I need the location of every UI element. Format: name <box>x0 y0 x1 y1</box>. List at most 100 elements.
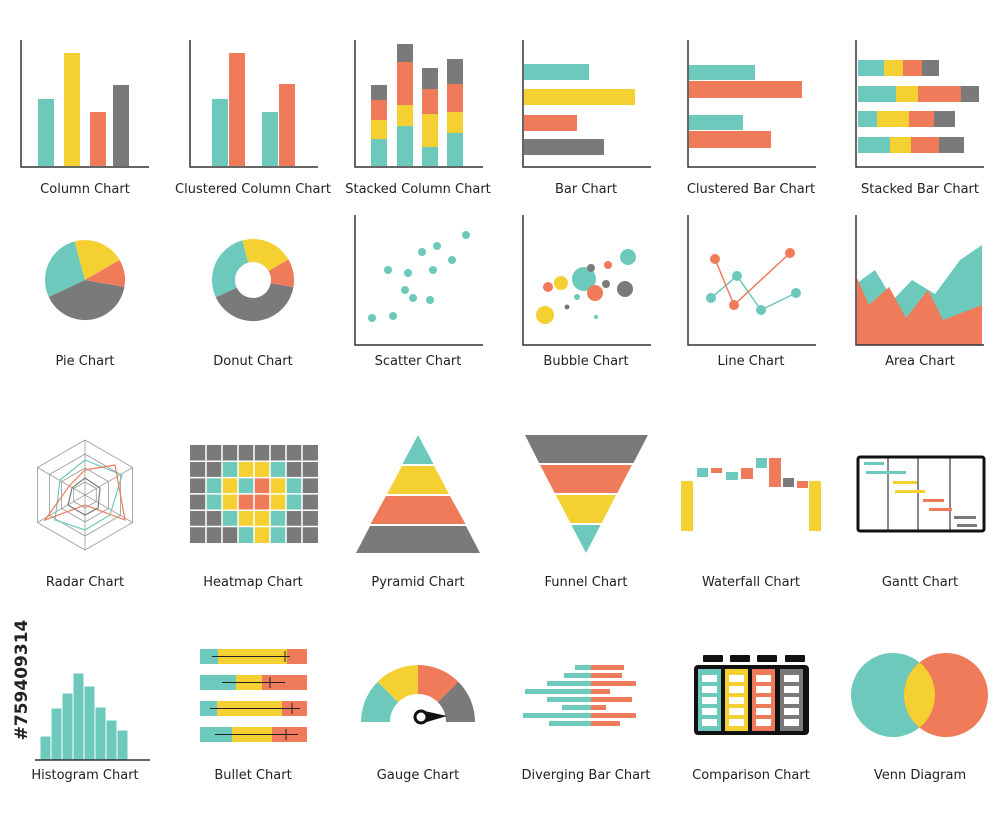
icon-shape <box>222 477 238 494</box>
icon-shape <box>562 705 591 710</box>
icon-shape <box>702 697 717 704</box>
labels: Column Chart Clustered Column Chart Stacke… <box>31 182 979 783</box>
icon-shape <box>591 665 624 670</box>
donut-chart-icon <box>211 239 295 322</box>
icon-shape <box>904 653 935 737</box>
icon-shape <box>887 457 951 531</box>
icon-shape <box>74 240 120 280</box>
comparison-chart-icon <box>694 655 809 735</box>
icon-shape <box>200 675 236 690</box>
stock-id: #759409314 <box>12 619 32 740</box>
icon-shape <box>43 464 126 522</box>
icon-shape <box>44 241 85 297</box>
icon-shape <box>72 672 85 761</box>
icon-shape <box>594 315 598 319</box>
icon-shape <box>354 40 483 168</box>
venn-diagram-icon <box>851 653 988 737</box>
chart-type-label: Donut Chart <box>213 354 292 369</box>
icon-shape <box>922 60 939 76</box>
icon-shape <box>287 649 307 664</box>
icon-shape <box>371 139 387 166</box>
icon-shape <box>896 86 918 102</box>
icon-shape <box>433 242 441 250</box>
line-chart-icon <box>687 215 816 346</box>
icon-shape <box>591 681 636 686</box>
icon-shape <box>524 139 604 155</box>
chart-type-label: Comparison Chart <box>692 768 810 783</box>
icon-shape <box>368 314 376 322</box>
icon-shape <box>397 44 413 62</box>
icon-shape <box>286 477 302 494</box>
icon-shape <box>858 60 884 76</box>
stacked-bar-icon <box>855 40 984 168</box>
icon-shape <box>564 304 570 310</box>
icon-shape <box>858 86 896 102</box>
pyramid-chart-icon <box>356 435 480 553</box>
icon-shape <box>222 493 238 511</box>
icon-shape <box>591 705 606 710</box>
chart-type-label: Bubble Chart <box>543 354 628 369</box>
icon-shape <box>85 260 125 287</box>
icon-shape <box>447 59 463 84</box>
icon-shape <box>116 729 129 761</box>
icon-shape <box>769 458 781 487</box>
gantt-chart-icon <box>856 455 986 533</box>
chart-type-label: Stacked Column Chart <box>345 182 491 197</box>
icon-shape <box>262 112 278 166</box>
icon-shape <box>689 81 802 98</box>
icon-shape <box>702 675 717 726</box>
icon-shape <box>235 262 271 298</box>
icon-shape <box>923 499 944 502</box>
histogram-chart-icon <box>35 672 150 761</box>
icon-shape <box>741 468 753 479</box>
icon-shape <box>711 468 722 473</box>
icon-shape <box>113 85 129 166</box>
icon-shape <box>706 293 716 303</box>
icon-shape <box>401 286 409 294</box>
icon-shape <box>726 472 738 480</box>
icon-shape <box>270 510 286 527</box>
icon-shape <box>371 100 387 120</box>
icon-shape <box>703 655 723 662</box>
icon-shape <box>555 495 617 523</box>
diverging-bar-icon <box>523 665 636 726</box>
chart-type-label: Radar Chart <box>46 575 124 590</box>
icon-shape <box>387 466 449 494</box>
icon-shape <box>540 465 632 493</box>
icon-shape <box>957 524 977 527</box>
icon-shape <box>371 120 387 139</box>
icon-shape <box>855 40 984 168</box>
icon-shape <box>702 686 717 693</box>
icon-shape <box>190 445 318 543</box>
icon-shape <box>572 267 596 291</box>
icon-shape <box>547 681 591 686</box>
radar-chart-icon <box>37 439 134 551</box>
icon-shape <box>212 99 228 166</box>
icon-shape <box>254 477 270 494</box>
chart-type-label: Heatmap Chart <box>203 575 303 590</box>
icon-shape <box>238 526 254 543</box>
chart-type-label: Gauge Chart <box>377 768 459 783</box>
icon-shape <box>371 85 387 100</box>
bar-chart-icon <box>522 40 651 168</box>
icon-shape <box>681 481 693 531</box>
icon-shape <box>238 493 254 511</box>
icon-shape <box>524 64 589 80</box>
icon-shape <box>447 84 463 112</box>
icon-shape <box>426 296 434 304</box>
icon-shape <box>413 709 429 725</box>
icon-shape <box>356 526 480 553</box>
icon-shape <box>587 285 603 301</box>
icon-shape <box>961 86 979 102</box>
icon-shape <box>855 215 984 346</box>
icon-shape <box>389 312 397 320</box>
icon-shape <box>536 306 554 324</box>
icon-shape <box>857 278 982 345</box>
chart-type-label: Bullet Chart <box>214 768 291 783</box>
icon-shape <box>954 516 976 519</box>
chart-type-label: Waterfall Chart <box>702 575 800 590</box>
icon-shape <box>54 459 123 531</box>
icon-shape <box>587 264 595 272</box>
chart-type-label: Diverging Bar Chart <box>521 768 650 783</box>
clustered-bar-icon <box>687 40 816 168</box>
